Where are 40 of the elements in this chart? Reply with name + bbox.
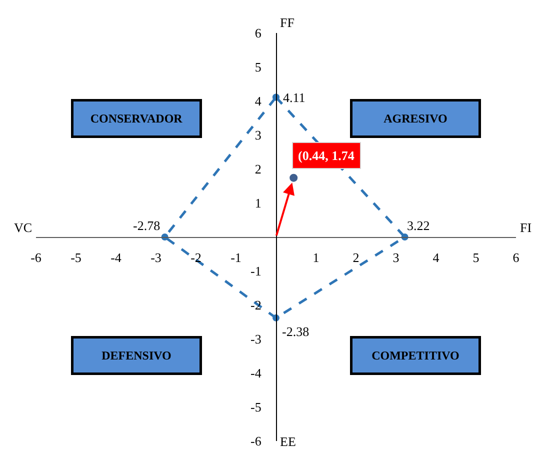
text: FF [280, 15, 294, 30]
y-tick-label: -5 [250, 400, 262, 415]
y-tick-label: -3 [250, 332, 262, 347]
annotation: EE [280, 434, 296, 449]
x-tick-label: -2 [190, 250, 202, 265]
annotation: COMPETITIVO [372, 348, 460, 362]
y-tick-label: -4 [250, 366, 262, 381]
x-tick-label: 2 [352, 250, 360, 265]
y-tick-label: -1 [250, 264, 262, 279]
y-tick-label: -6 [250, 434, 262, 449]
x-tick-label: 1 [312, 250, 320, 265]
x-tick-label: 5 [472, 250, 480, 265]
annotation: DEFENSIVO [102, 348, 172, 362]
x-tick-label: 3 [392, 250, 400, 265]
x-tick-label: -5 [70, 250, 82, 265]
text: VC [14, 220, 32, 235]
annotation: 4.11 [283, 90, 306, 105]
x-tick-label: 6 [512, 250, 520, 265]
x-tick-label: -6 [30, 250, 42, 265]
annotation: AGRESIVO [384, 112, 448, 126]
x-tick-label: -1 [230, 250, 242, 265]
x-tick-label: -4 [110, 250, 122, 265]
text-box: AGRESIVO [350, 99, 481, 138]
data-label: (0.44, 1.74 [298, 148, 355, 163]
y-tick-label: 6 [254, 26, 262, 41]
annotation: -2.38 [282, 324, 310, 339]
y-tick-label: 5 [254, 60, 262, 75]
annotation: -2.78 [133, 218, 160, 233]
y-tick-label: 3 [254, 128, 262, 143]
text: FI [520, 220, 532, 235]
x-tick-label: 4 [432, 250, 440, 265]
text-box: COMPETITIVO [350, 336, 481, 375]
y-tick-label: 4 [254, 94, 262, 109]
annotation: 3.22 [407, 218, 430, 233]
y-tick-label: 1 [254, 196, 262, 211]
text-box: DEFENSIVO [71, 336, 202, 375]
x-tick-label: -3 [150, 250, 162, 265]
y-tick-label: 2 [254, 162, 262, 177]
text-box: CONSERVADOR [71, 99, 202, 138]
annotation: CONSERVADOR [90, 112, 183, 126]
